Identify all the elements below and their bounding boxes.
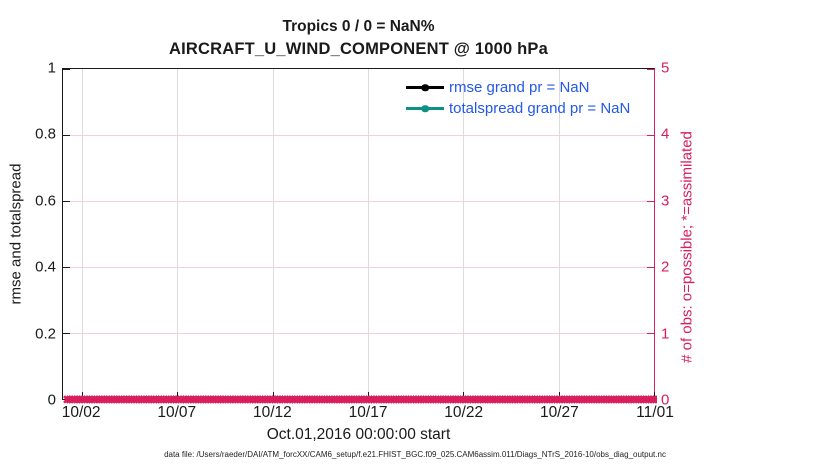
left-axis-tick xyxy=(63,399,70,400)
x-tick-label: 10/17 xyxy=(348,404,388,421)
legend-label-rmse: rmse grand pr = NaN xyxy=(449,79,590,96)
left-axis-tick-label: 0.8 xyxy=(35,125,56,143)
left-axis-title: rmse and totalspread xyxy=(7,163,25,305)
legend-marker-dot-icon xyxy=(421,83,429,92)
right-axis-tick-label: 1 xyxy=(661,325,670,343)
left-axis-tick xyxy=(63,333,70,334)
x-tick-label: 10/27 xyxy=(539,404,579,421)
legend-row-totalspread: totalspread grand pr = NaN xyxy=(406,98,630,119)
legend-row-rmse: rmse grand pr = NaN xyxy=(406,77,630,98)
left-axis-tick-label: 1 xyxy=(47,59,56,77)
right-axis-tick xyxy=(647,399,654,400)
x-tick xyxy=(654,392,655,399)
right-axis-tick xyxy=(647,201,654,202)
y-gridline xyxy=(63,201,654,202)
x-tick-label: 10/07 xyxy=(157,404,197,421)
data-file-path: data file: /Users/raeder/DAI/ATM_forcXX/… xyxy=(164,450,666,459)
right-axis-tick-label: 0 xyxy=(661,391,670,409)
left-axis-tick xyxy=(63,135,70,136)
right-axis-tick-labels: 0 1 2 3 4 5 xyxy=(661,60,701,409)
legend-marker-dot-icon xyxy=(421,104,429,113)
right-axis-tick xyxy=(647,267,654,268)
right-axis-tick xyxy=(647,135,654,136)
left-axis-tick xyxy=(63,69,70,70)
left-axis-tick xyxy=(63,201,70,202)
plot-title-variable: AIRCRAFT_U_WIND_COMPONENT @ 1000 hPa xyxy=(168,39,548,58)
plot-title-region-stats: Tropics 0 / 0 = NaN% xyxy=(282,18,435,35)
right-axis-title: # of obs: o=possible; *=assimilated xyxy=(678,131,696,363)
right-axis-tick xyxy=(647,69,654,70)
y-gridline xyxy=(63,333,654,334)
left-axis-tick-label: 0.6 xyxy=(35,192,56,210)
left-axis-tick-labels: 0 0.2 0.4 0.6 0.8 1 xyxy=(0,60,56,409)
x-tick xyxy=(272,392,274,399)
plot-area xyxy=(62,68,655,400)
x-tick-label: 10/12 xyxy=(252,404,292,421)
x-gridline xyxy=(368,69,369,399)
left-axis-tick xyxy=(63,267,70,268)
left-axis-tick-label: 0 xyxy=(47,391,56,409)
x-gridline xyxy=(463,69,465,399)
x-axis-tick-labels: 10/02 10/07 10/12 10/17 10/22 10/27 11/01 xyxy=(61,404,674,424)
x-gridline xyxy=(558,69,560,399)
x-tick xyxy=(463,392,465,399)
x-gridline xyxy=(272,69,274,399)
legend-line-sample-totalspread xyxy=(406,104,444,113)
x-tick-label: 10/02 xyxy=(61,404,101,421)
x-tick xyxy=(558,392,560,399)
x-tick xyxy=(177,392,179,399)
legend: rmse grand pr = NaN totalspread grand pr… xyxy=(406,77,630,119)
y-gridline xyxy=(63,135,654,136)
x-tick-label: 10/22 xyxy=(444,404,484,421)
right-axis-tick-label: 4 xyxy=(661,125,670,143)
x-gridline xyxy=(82,69,84,399)
left-axis-tick-label: 0.2 xyxy=(35,325,56,343)
right-axis-tick-label: 5 xyxy=(661,59,670,77)
y-gridline xyxy=(63,267,654,268)
left-axis-tick-label: 0.4 xyxy=(35,258,56,276)
x-axis-title: Oct.01,2016 00:00:00 start xyxy=(266,426,451,443)
x-tick xyxy=(82,392,84,399)
right-axis-tick-label: 3 xyxy=(661,192,670,210)
right-axis-tick xyxy=(647,333,654,334)
plot-title: Tropics 0 / 0 = NaN% AIRCRAFT_U_WIND_COM… xyxy=(62,17,655,60)
x-gridline xyxy=(177,69,179,399)
legend-label-totalspread: totalspread grand pr = NaN xyxy=(449,100,631,117)
right-axis-tick-label: 2 xyxy=(661,258,670,276)
x-tick-label: 11/01 xyxy=(636,404,674,421)
x-tick xyxy=(368,392,369,399)
legend-line-sample-rmse xyxy=(406,83,444,92)
